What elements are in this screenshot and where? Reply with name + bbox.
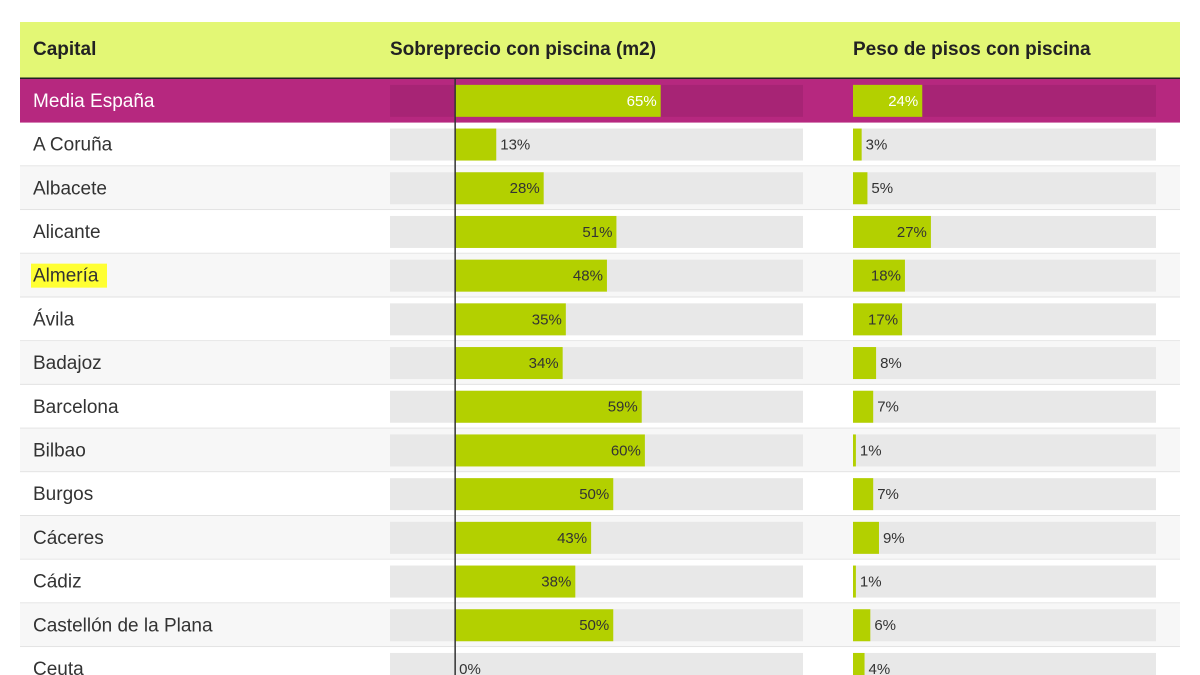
bar-track: [390, 521, 803, 554]
bar: [853, 652, 865, 675]
bar-track: [390, 303, 803, 336]
bar: [455, 347, 563, 380]
bar-track: [853, 390, 1156, 423]
category-label: Ceuta: [33, 659, 84, 675]
value-label: 0%: [459, 661, 481, 675]
bar-track: [390, 565, 803, 598]
value-label: 65%: [627, 93, 657, 110]
bar: [455, 565, 576, 598]
value-label: 50%: [579, 486, 609, 503]
bar-track: [853, 347, 1156, 380]
bar-track: [853, 565, 1156, 598]
category-label: Badajoz: [33, 353, 102, 374]
value-label: 4%: [869, 661, 891, 675]
value-label: 38%: [541, 574, 571, 591]
bar: [455, 478, 614, 511]
value-label: 1%: [860, 442, 882, 459]
bar: [455, 259, 607, 292]
value-label: 3%: [866, 137, 888, 154]
category-label: Alicante: [33, 222, 101, 243]
bar-track: [390, 652, 803, 675]
bar-track: [853, 609, 1156, 642]
category-label: Bilbao: [33, 440, 86, 461]
bar: [455, 84, 661, 117]
value-label: 7%: [877, 399, 899, 416]
bar-track: [390, 128, 803, 161]
bar: [853, 521, 879, 554]
value-label: 7%: [877, 486, 899, 503]
category-label: Cáceres: [33, 528, 104, 549]
value-label: 50%: [579, 617, 609, 634]
category-label: Ávila: [33, 309, 75, 330]
bar: [455, 390, 642, 423]
bar: [853, 478, 874, 511]
bar: [853, 303, 903, 336]
bar: [853, 128, 862, 161]
category-label: Burgos: [33, 484, 93, 505]
value-label: 34%: [529, 355, 559, 372]
value-label: 6%: [874, 617, 896, 634]
value-label: 1%: [860, 574, 882, 591]
value-label: 17%: [868, 311, 898, 328]
category-label: Castellón de la Plana: [33, 615, 213, 636]
bar: [455, 609, 614, 642]
bar: [853, 259, 905, 292]
bar-track: [853, 652, 1156, 675]
bar: [455, 172, 544, 205]
value-label: 60%: [611, 442, 641, 459]
category-label: A Coruña: [33, 135, 113, 156]
highlight: [31, 263, 107, 288]
value-label: 8%: [880, 355, 902, 372]
value-label: 27%: [897, 224, 927, 241]
bar-track: [853, 521, 1156, 554]
category-label: Barcelona: [33, 397, 119, 418]
value-label: 28%: [510, 180, 540, 197]
value-label: 9%: [883, 530, 905, 547]
bar: [853, 565, 856, 598]
value-label: 43%: [557, 530, 587, 547]
bar: [455, 303, 566, 336]
header-bg: [20, 22, 1180, 78]
value-label: 18%: [871, 268, 901, 285]
value-label: 13%: [500, 137, 530, 154]
bar: [853, 347, 877, 380]
bar: [455, 434, 645, 467]
bar: [853, 215, 931, 248]
bar: [853, 84, 923, 117]
bar: [853, 609, 871, 642]
category-label: Almería: [33, 266, 99, 287]
column-header: Capital: [33, 39, 96, 60]
value-label: 59%: [608, 399, 638, 416]
value-label: 24%: [888, 93, 918, 110]
value-label: 51%: [582, 224, 612, 241]
bar-track: [853, 172, 1156, 205]
bar: [853, 172, 868, 205]
bar: [455, 128, 497, 161]
category-label: Media España: [33, 91, 155, 112]
bar-track: [853, 128, 1156, 161]
bar: [455, 521, 592, 554]
bar-track: [390, 347, 803, 380]
value-label: 35%: [532, 311, 562, 328]
column-header: Peso de pisos con piscina: [853, 39, 1091, 60]
category-label: Albacete: [33, 178, 107, 199]
value-label: 48%: [573, 268, 603, 285]
category-label: Cádiz: [33, 572, 82, 593]
bar: [455, 215, 617, 248]
bar-track: [853, 478, 1156, 511]
column-header: Sobreprecio con piscina (m2): [390, 39, 656, 60]
bar: [853, 390, 874, 423]
bar-track: [853, 434, 1156, 467]
value-label: 5%: [871, 180, 893, 197]
bar: [853, 434, 856, 467]
bar-track: [853, 303, 1156, 336]
bar-track: [390, 172, 803, 205]
